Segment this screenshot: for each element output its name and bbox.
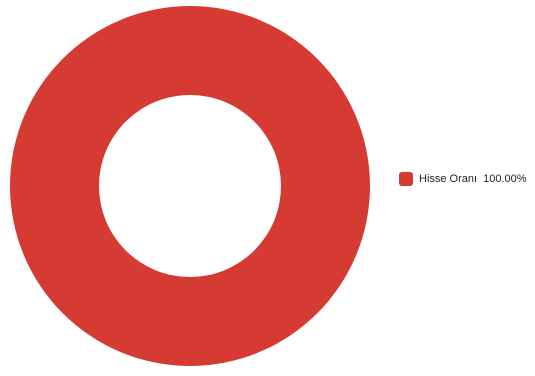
legend-value-hisse-orani: 100.00% — [483, 173, 527, 185]
legend-label-hisse-orani: Hisse Oranı — [419, 173, 478, 185]
legend-swatch-hisse-orani — [399, 172, 413, 186]
donut-slice-hisse-oran[interactable] — [10, 6, 370, 366]
chart-legend: Hisse Oranı 100.00% — [399, 172, 527, 186]
